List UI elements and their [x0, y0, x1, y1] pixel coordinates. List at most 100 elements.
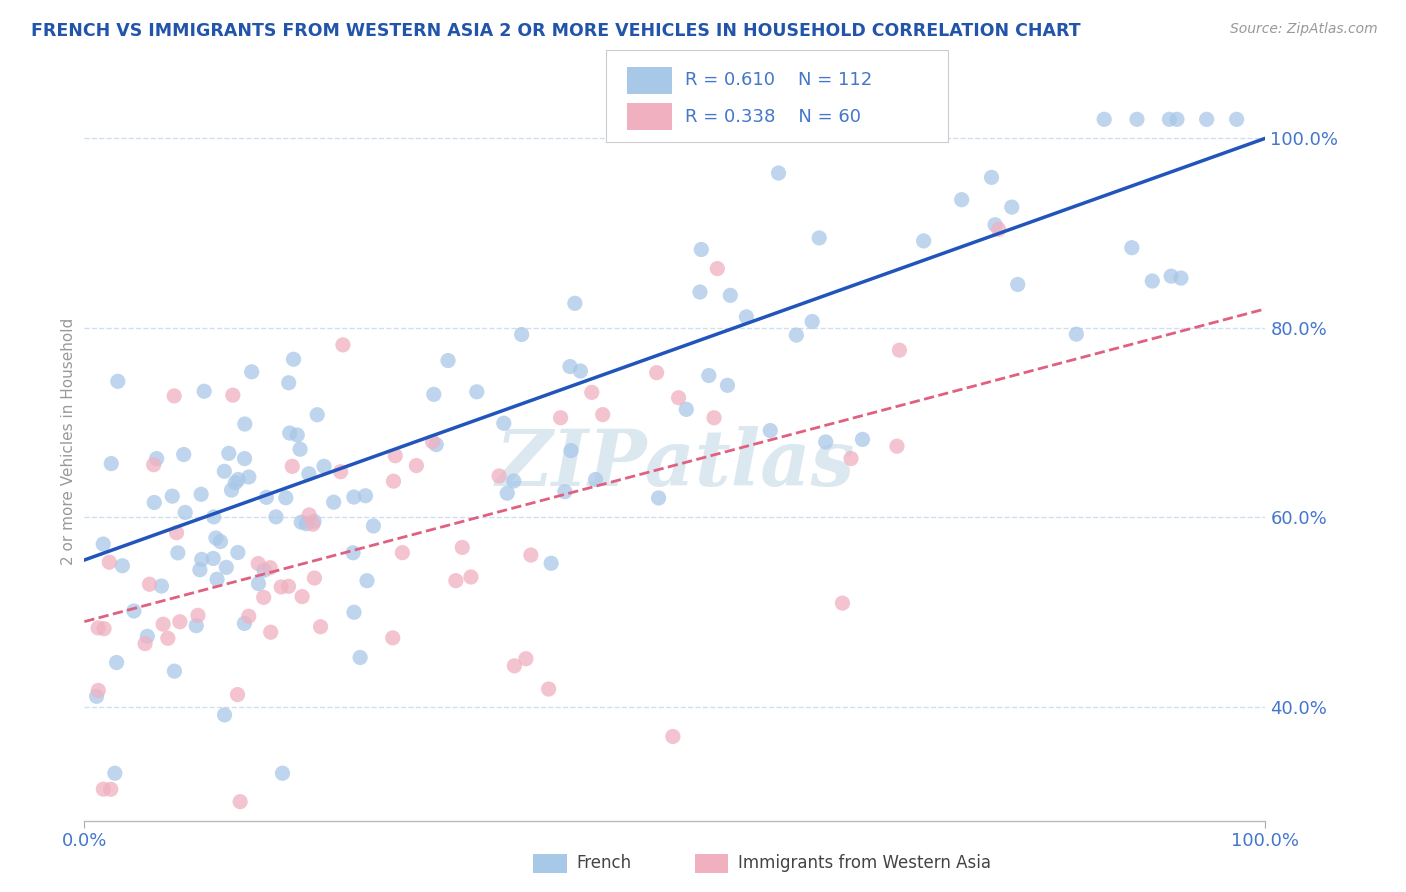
- Point: [1160, 269, 1182, 284]
- Point: [233, 616, 256, 631]
- Point: [93, 622, 115, 636]
- Point: [697, 368, 720, 383]
- Point: [290, 515, 312, 529]
- Point: [329, 465, 352, 479]
- Point: [839, 451, 862, 466]
- Text: ZIPatlas: ZIPatlas: [495, 426, 855, 502]
- Point: [222, 388, 245, 402]
- Point: [558, 359, 581, 374]
- Point: [98, 555, 121, 569]
- Point: [298, 467, 321, 481]
- Point: [496, 486, 519, 500]
- Point: [444, 574, 467, 588]
- Point: [662, 730, 685, 744]
- Point: [1126, 112, 1149, 127]
- Text: R = 0.610    N = 112: R = 0.610 N = 112: [685, 71, 872, 89]
- Point: [354, 489, 377, 503]
- Point: [285, 428, 308, 442]
- Point: [706, 261, 728, 276]
- Point: [224, 475, 246, 490]
- Point: [270, 580, 292, 594]
- Point: [281, 459, 304, 474]
- Point: [100, 457, 122, 471]
- Point: [1142, 274, 1164, 288]
- Point: [86, 690, 108, 704]
- Point: [307, 408, 329, 422]
- Point: [278, 425, 301, 440]
- Point: [1121, 241, 1143, 255]
- Point: [984, 218, 1007, 232]
- Point: [162, 489, 184, 503]
- Point: [173, 448, 195, 462]
- Point: [322, 495, 344, 509]
- Text: Immigrants from Western Asia: Immigrants from Western Asia: [738, 855, 991, 872]
- Point: [332, 338, 354, 352]
- Text: French: French: [576, 855, 631, 872]
- Point: [987, 222, 1010, 236]
- Point: [540, 556, 562, 570]
- Point: [288, 442, 311, 457]
- Point: [391, 546, 413, 560]
- Point: [437, 353, 460, 368]
- Point: [382, 474, 405, 488]
- Point: [1159, 112, 1181, 127]
- Point: [735, 310, 758, 324]
- Point: [585, 473, 607, 487]
- Point: [550, 410, 572, 425]
- Point: [356, 574, 378, 588]
- Point: [214, 707, 236, 722]
- Point: [226, 545, 249, 559]
- Point: [202, 510, 225, 524]
- Point: [510, 327, 533, 342]
- Point: [912, 234, 935, 248]
- Point: [205, 531, 228, 545]
- Point: [271, 766, 294, 780]
- Point: [592, 408, 614, 422]
- Point: [202, 551, 225, 566]
- Point: [247, 557, 270, 571]
- Point: [384, 449, 406, 463]
- Point: [342, 546, 364, 560]
- Point: [111, 558, 134, 573]
- Point: [312, 459, 335, 474]
- Point: [233, 451, 256, 466]
- Point: [221, 483, 243, 497]
- Point: [91, 537, 114, 551]
- Point: [690, 243, 713, 257]
- Point: [647, 491, 669, 505]
- Point: [291, 590, 314, 604]
- Point: [405, 458, 427, 473]
- Point: [91, 782, 114, 797]
- Point: [343, 605, 366, 619]
- Point: [156, 632, 179, 646]
- Point: [465, 384, 488, 399]
- Point: [304, 571, 326, 585]
- Point: [422, 434, 444, 449]
- Point: [560, 443, 582, 458]
- Point: [814, 434, 837, 449]
- Point: [520, 548, 543, 562]
- Point: [1092, 112, 1115, 127]
- Point: [277, 376, 299, 390]
- Point: [190, 552, 212, 566]
- Text: FRENCH VS IMMIGRANTS FROM WESTERN ASIA 2 OR MORE VEHICLES IN HOUSEHOLD CORRELATI: FRENCH VS IMMIGRANTS FROM WESTERN ASIA 2…: [31, 22, 1081, 40]
- Point: [808, 231, 831, 245]
- Point: [363, 519, 385, 533]
- Point: [138, 577, 160, 591]
- Point: [187, 608, 209, 623]
- Point: [218, 446, 240, 460]
- Point: [169, 615, 191, 629]
- Point: [238, 470, 260, 484]
- Point: [492, 416, 515, 430]
- Point: [1066, 327, 1088, 342]
- Point: [1170, 271, 1192, 285]
- Point: [174, 505, 197, 519]
- Point: [104, 766, 127, 780]
- Point: [718, 288, 741, 302]
- Point: [143, 495, 166, 509]
- Point: [889, 343, 911, 358]
- Point: [785, 328, 807, 343]
- Point: [253, 591, 276, 605]
- Point: [950, 193, 973, 207]
- Point: [1001, 200, 1024, 214]
